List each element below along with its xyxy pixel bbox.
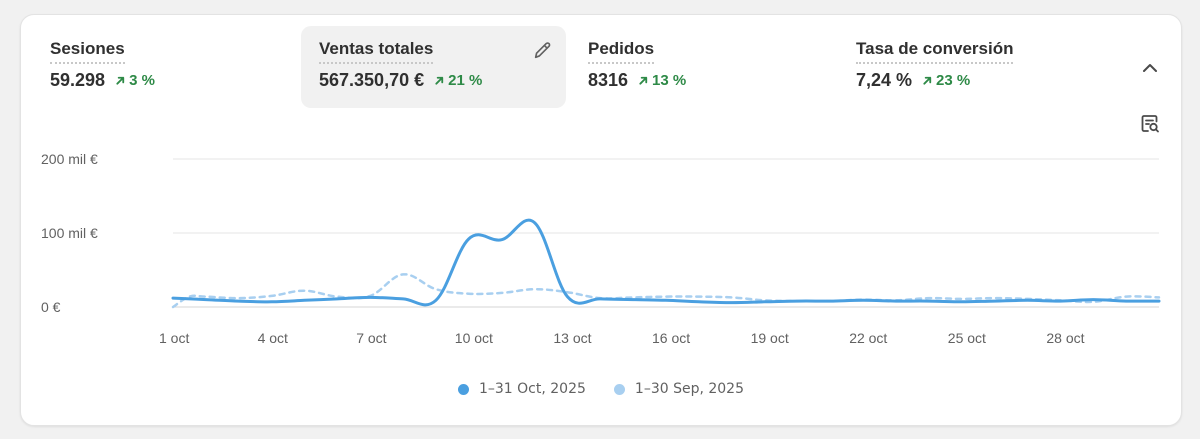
metric-conversion-rate-value: 7,24 % [856,70,913,90]
metric-conversion-rate-delta: 23 % [922,72,970,89]
metric-sessions[interactable]: Sesiones 59.298 3 % [32,26,297,108]
x-tick-label: 7 oct [356,330,386,346]
metric-total-sales-label: Ventas totales [319,39,434,64]
x-tick-label: 1 oct [159,330,189,346]
explore-report-icon[interactable] [1139,113,1161,135]
metric-orders-value: 8316 [588,70,629,90]
legend-item-previous[interactable]: 1–30 Sep, 2025 [613,381,744,397]
legend-label-previous: 1–30 Sep, 2025 [634,381,744,397]
metric-total-sales-delta: 21 % [434,72,482,89]
x-tick-label: 22 oct [849,330,887,346]
trend-up-arrow-icon [639,76,648,85]
series-line-current-period[interactable] [171,218,1161,307]
legend-dot-previous [613,383,625,395]
x-tick-label: 28 oct [1046,330,1084,346]
chart-legend: 1–31 Oct, 2025 1–30 Sep, 2025 [21,381,1181,397]
metric-total-sales-value: 567.350,70 € [319,70,425,90]
metric-orders[interactable]: Pedidos 8316 13 % [570,26,835,108]
metric-sessions-delta-text: 3 % [129,72,155,89]
metric-total-sales[interactable]: Ventas totales 567.350,70 € 21 % [301,26,566,108]
metric-sessions-label: Sesiones [50,39,125,64]
x-tick-label: 10 oct [455,330,493,346]
x-tick-label: 13 oct [553,330,591,346]
x-tick-label: 19 oct [751,330,789,346]
metric-orders-delta: 13 % [638,72,686,89]
metric-conversion-rate-delta-text: 23 % [936,72,971,89]
trend-up-arrow-icon [435,76,444,85]
chevron-up-icon[interactable] [1139,57,1161,79]
metric-total-sales-delta-text: 21 % [448,72,483,89]
metric-conversion-rate[interactable]: Tasa de conversión 7,24 % 23 % [838,26,1103,108]
y-tick-label: 200 mil € [41,151,98,167]
metric-sessions-value: 59.298 [50,70,106,90]
metric-sessions-delta: 3 % [115,72,155,89]
trend-up-arrow-icon [116,76,125,85]
metric-orders-delta-text: 13 % [652,72,687,89]
sales-line-chart: 0 € 100 mil € 200 mil € 1 oct 4 oct 7 oct 10 o… [41,151,1161,346]
pencil-icon[interactable] [532,39,554,61]
x-tick-label: 16 oct [652,330,690,346]
sales-analytics-card: Sesiones 59.298 3 % Ventas totales 567.3… [20,14,1182,426]
legend-item-current[interactable]: 1–31 Oct, 2025 [457,381,586,397]
y-tick-label: 0 € [41,299,61,315]
metric-conversion-rate-label: Tasa de conversión [856,39,1014,64]
y-tick-label: 100 mil € [41,225,98,241]
metric-orders-label: Pedidos [588,39,655,64]
trend-up-arrow-icon [923,76,932,85]
legend-label-current: 1–31 Oct, 2025 [478,381,586,397]
series-line-previous-period[interactable] [171,273,1161,309]
x-tick-label: 25 oct [948,330,986,346]
x-tick-label: 4 oct [258,330,288,346]
legend-dot-current [457,383,469,395]
